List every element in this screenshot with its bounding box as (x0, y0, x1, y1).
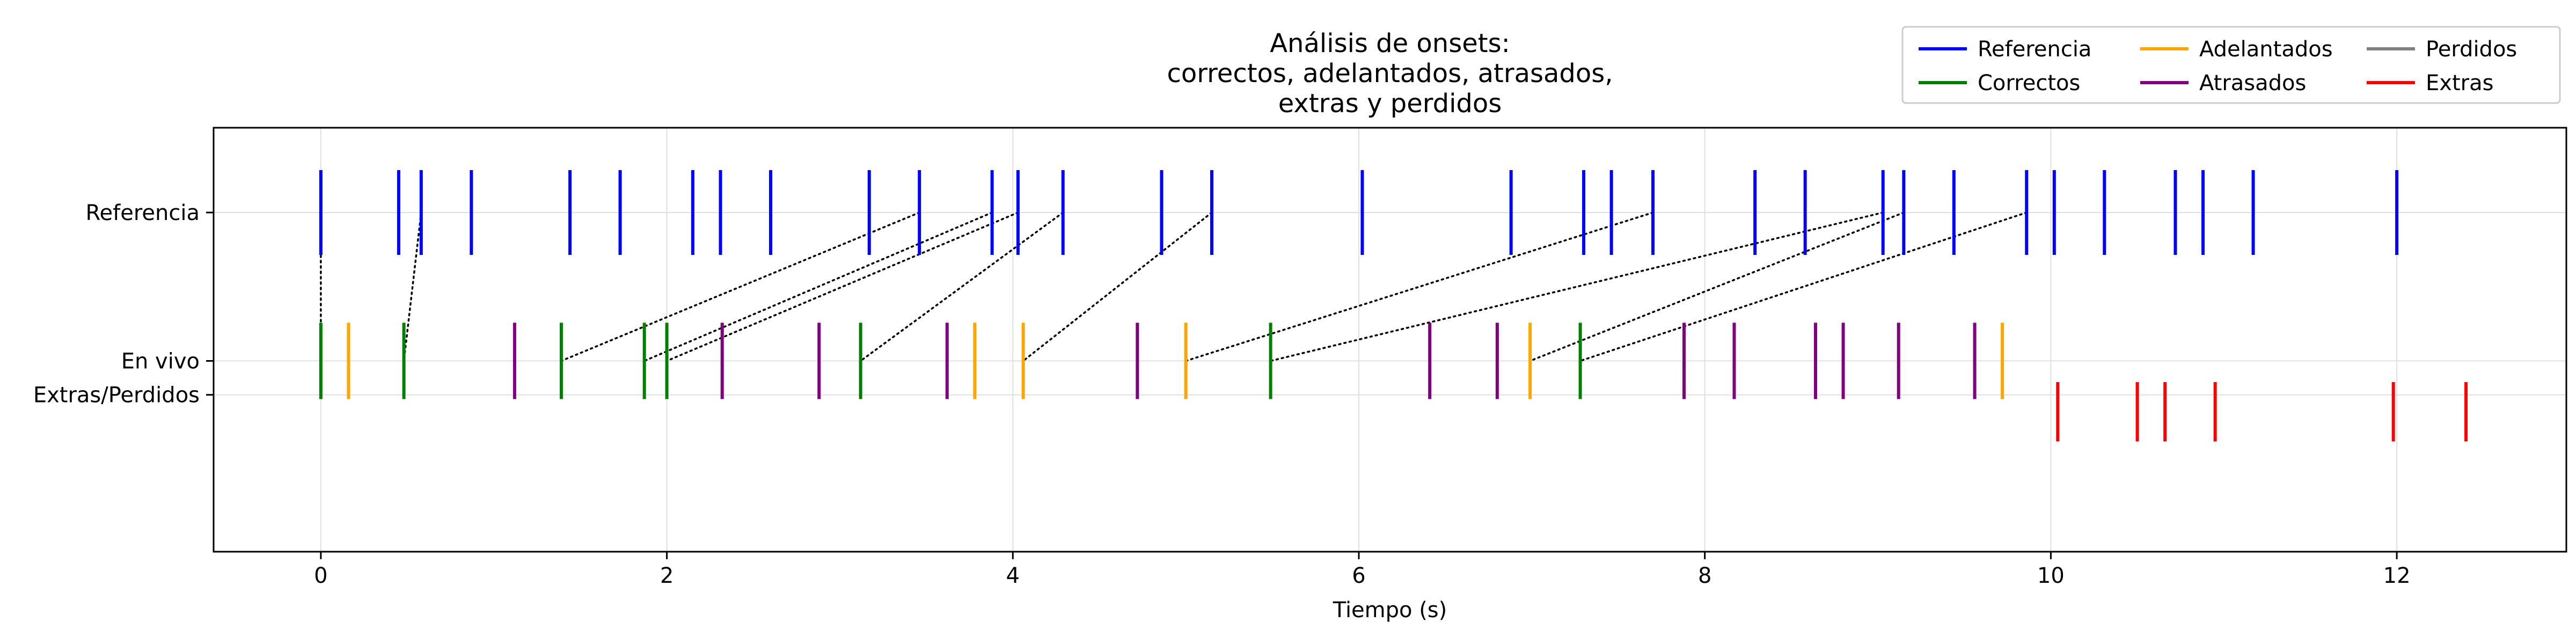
x-axis-label: Tiempo (s) (1333, 598, 1447, 623)
match-line-2 (560, 211, 920, 362)
match-line-7 (1184, 211, 1654, 362)
chart-title-line-3: extras y perdidos (1278, 89, 1502, 119)
x-tick-label-2: 2 (660, 564, 674, 588)
match-line-5 (859, 211, 1064, 362)
x-tick-label-4: 4 (1006, 564, 1020, 588)
chart-title-line-1: Análisis de onsets: (1270, 28, 1510, 58)
match-line-8 (1269, 211, 1884, 362)
x-axis-ticks: 0 2 4 6 8 10 12 (314, 552, 2411, 588)
chart-title: Análisis de onsets: correctos, adelantad… (1167, 28, 1613, 119)
legend-label-extras: Extras (2426, 71, 2493, 96)
legend-label-referencia: Referencia (1978, 37, 2091, 62)
x-tick-label-6: 6 (1352, 564, 1365, 588)
legend-label-correctos: Correctos (1978, 71, 2080, 96)
event-markers (319, 170, 2468, 442)
x-tick-label-0: 0 (314, 564, 327, 588)
match-lines (320, 211, 2028, 362)
x-tick-label-10: 10 (2037, 564, 2065, 588)
legend-label-perdidos: Perdidos (2426, 37, 2517, 62)
y-tick-label-referencia: Referencia (86, 201, 200, 225)
legend: Referencia Correctos Adelantados Atrasados P… (1901, 26, 2561, 104)
legend-label-adelantados: Adelantados (2199, 37, 2333, 62)
match-line-3 (643, 211, 993, 362)
y-axis-ticks: Referencia En vivo Extras/Perdidos (33, 201, 214, 408)
y-tick-label-extras-perdidos: Extras/Perdidos (33, 383, 200, 408)
x-tick-label-8: 8 (1698, 564, 1711, 588)
plot-frame (213, 127, 2567, 553)
chart-title-line-2: correctos, adelantados, atrasados, (1167, 58, 1613, 89)
legend-entries: Referencia Correctos Adelantados Atrasados P… (1919, 37, 2517, 96)
match-line-10 (1579, 211, 2028, 362)
legend-label-atrasados: Atrasados (2199, 71, 2306, 96)
match-line-4 (665, 211, 1019, 362)
match-line-9 (1529, 211, 1905, 362)
match-line-6 (1022, 211, 1213, 362)
match-line-1 (402, 211, 422, 362)
x-tick-label-12: 12 (2383, 564, 2411, 588)
y-tick-label-en-vivo: En vivo (121, 349, 200, 374)
